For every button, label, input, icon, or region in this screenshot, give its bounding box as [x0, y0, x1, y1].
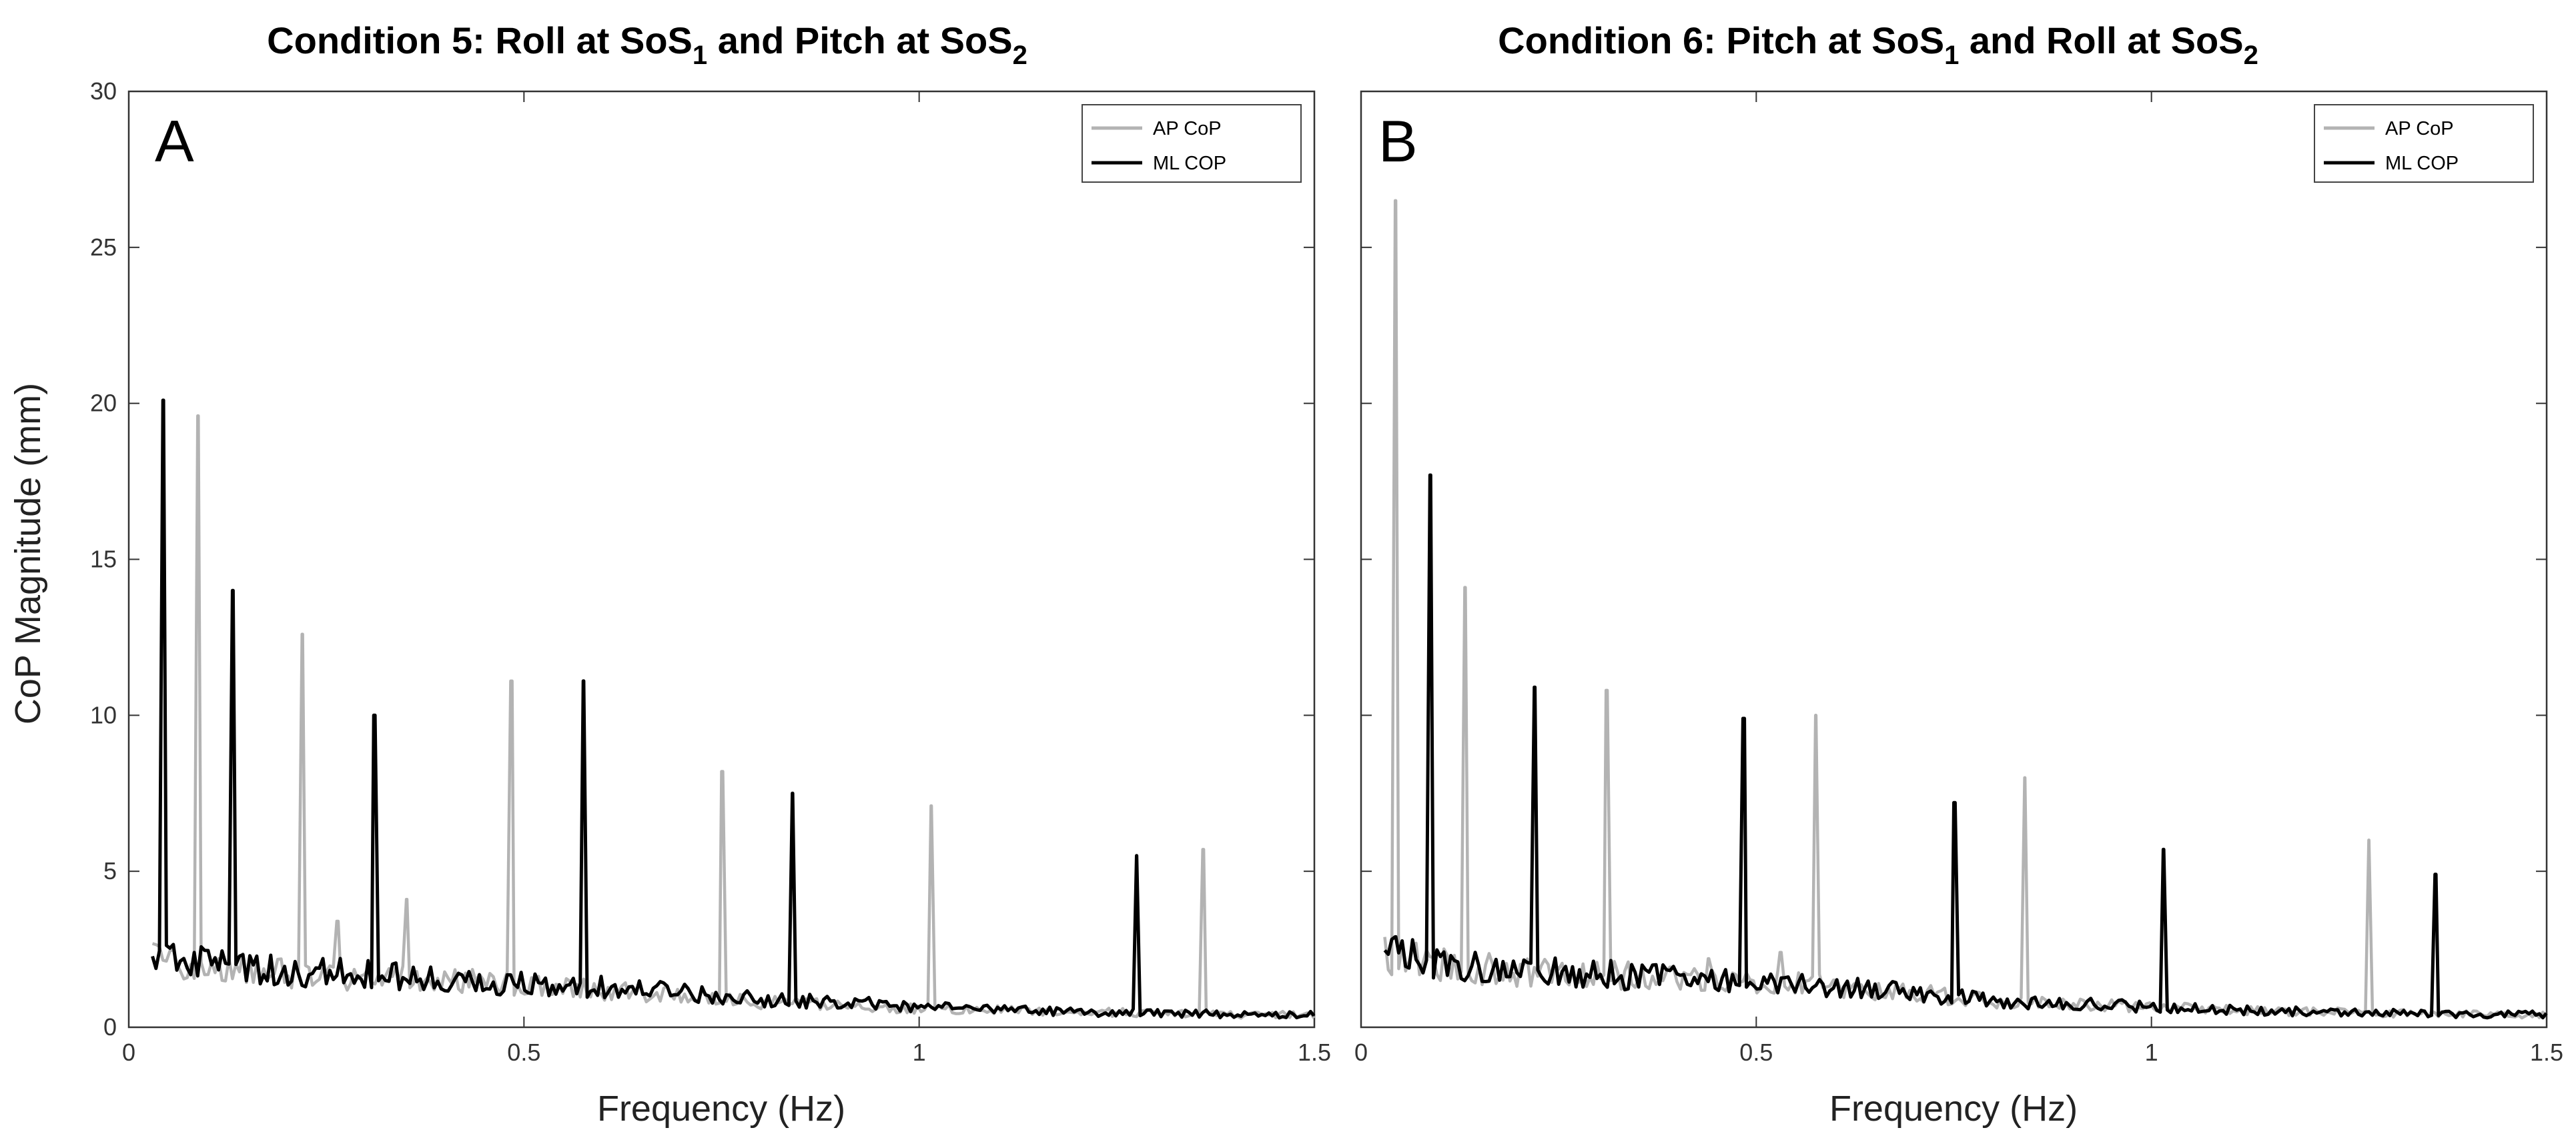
panel-b-legend-box [2314, 104, 2534, 183]
panel-b-title-main: Condition 6: Pitch at SoS [1498, 19, 1944, 61]
panel-b-legend: AP CoP ML COP [2314, 104, 2534, 183]
panel-b-series [1383, 199, 2548, 1020]
panel-b: Condition 6: Pitch at SoS1 and Roll at S… [1354, 19, 2563, 1129]
panel-a-title-main: Condition 5: Roll at SoS [267, 19, 693, 61]
y-tick-label: 30 [90, 77, 117, 105]
panel-a-title-sub2: 2 [1013, 41, 1027, 70]
panel-a-title: Condition 5: Roll at SoS1 and Pitch at S… [267, 19, 1027, 70]
y-tick-label: 20 [90, 390, 117, 417]
x-tick-label: 0 [122, 1039, 135, 1066]
y-tick-label: 5 [103, 857, 117, 885]
y-tick-label: 15 [90, 546, 117, 573]
panel-b-title-sub2: 2 [2244, 41, 2258, 70]
panel-b-axis-ticks: 0 0.5 1 1.5 [1354, 91, 2563, 1066]
panel-b-legend-ap-label: AP CoP [2385, 118, 2454, 139]
y-tick-label: 25 [90, 233, 117, 261]
y-tick-label: 10 [90, 701, 117, 728]
panel-a-series-ml-cop-line [151, 398, 1316, 1020]
panel-a-x-axis-label: Frequency (Hz) [597, 1089, 845, 1129]
panel-b-letter: B [1378, 108, 1418, 174]
y-axis-label: CoP Magnitude (mm) [8, 383, 48, 724]
x-tick-label: 0 [1354, 1039, 1368, 1066]
x-tick-label: 0.5 [507, 1039, 540, 1066]
panel-b-title: Condition 6: Pitch at SoS1 and Roll at S… [1498, 19, 2258, 70]
x-tick-label: 1 [913, 1039, 926, 1066]
panel-a-title-sub1: 1 [693, 41, 707, 70]
panel-a: Condition 5: Roll at SoS1 and Pitch at S… [90, 19, 1331, 1129]
panel-a-legend-ap-label: AP CoP [1153, 118, 1222, 139]
panel-b-legend-ml-label: ML COP [2385, 153, 2459, 174]
panel-a-legend-ml-label: ML COP [1153, 153, 1226, 174]
x-tick-label: 1.5 [2530, 1039, 2563, 1066]
x-tick-label: 1.5 [1298, 1039, 1331, 1066]
x-tick-label: 1 [2145, 1039, 2158, 1066]
panel-a-letter: A [155, 108, 194, 174]
panel-a-legend: AP CoP ML COP [1082, 104, 1302, 183]
panel-a-legend-box [1082, 104, 1302, 183]
x-tick-label: 0.5 [1739, 1039, 1773, 1066]
panel-a-axis-ticks: 0 0.5 1 1.5 0 5 10 15 20 25 30 [90, 77, 1331, 1066]
panel-b-title-sub1: 1 [1944, 41, 1959, 70]
panel-b-title-mid: and Roll at SoS [1959, 19, 2243, 61]
panel-b-x-axis-label: Frequency (Hz) [1829, 1089, 2078, 1129]
panel-b-series-ml-cop-line [1383, 473, 2548, 1020]
y-tick-label: 0 [103, 1013, 117, 1041]
panel-a-title-mid: and Pitch at SoS [707, 19, 1012, 61]
panel-a-series [151, 398, 1316, 1020]
